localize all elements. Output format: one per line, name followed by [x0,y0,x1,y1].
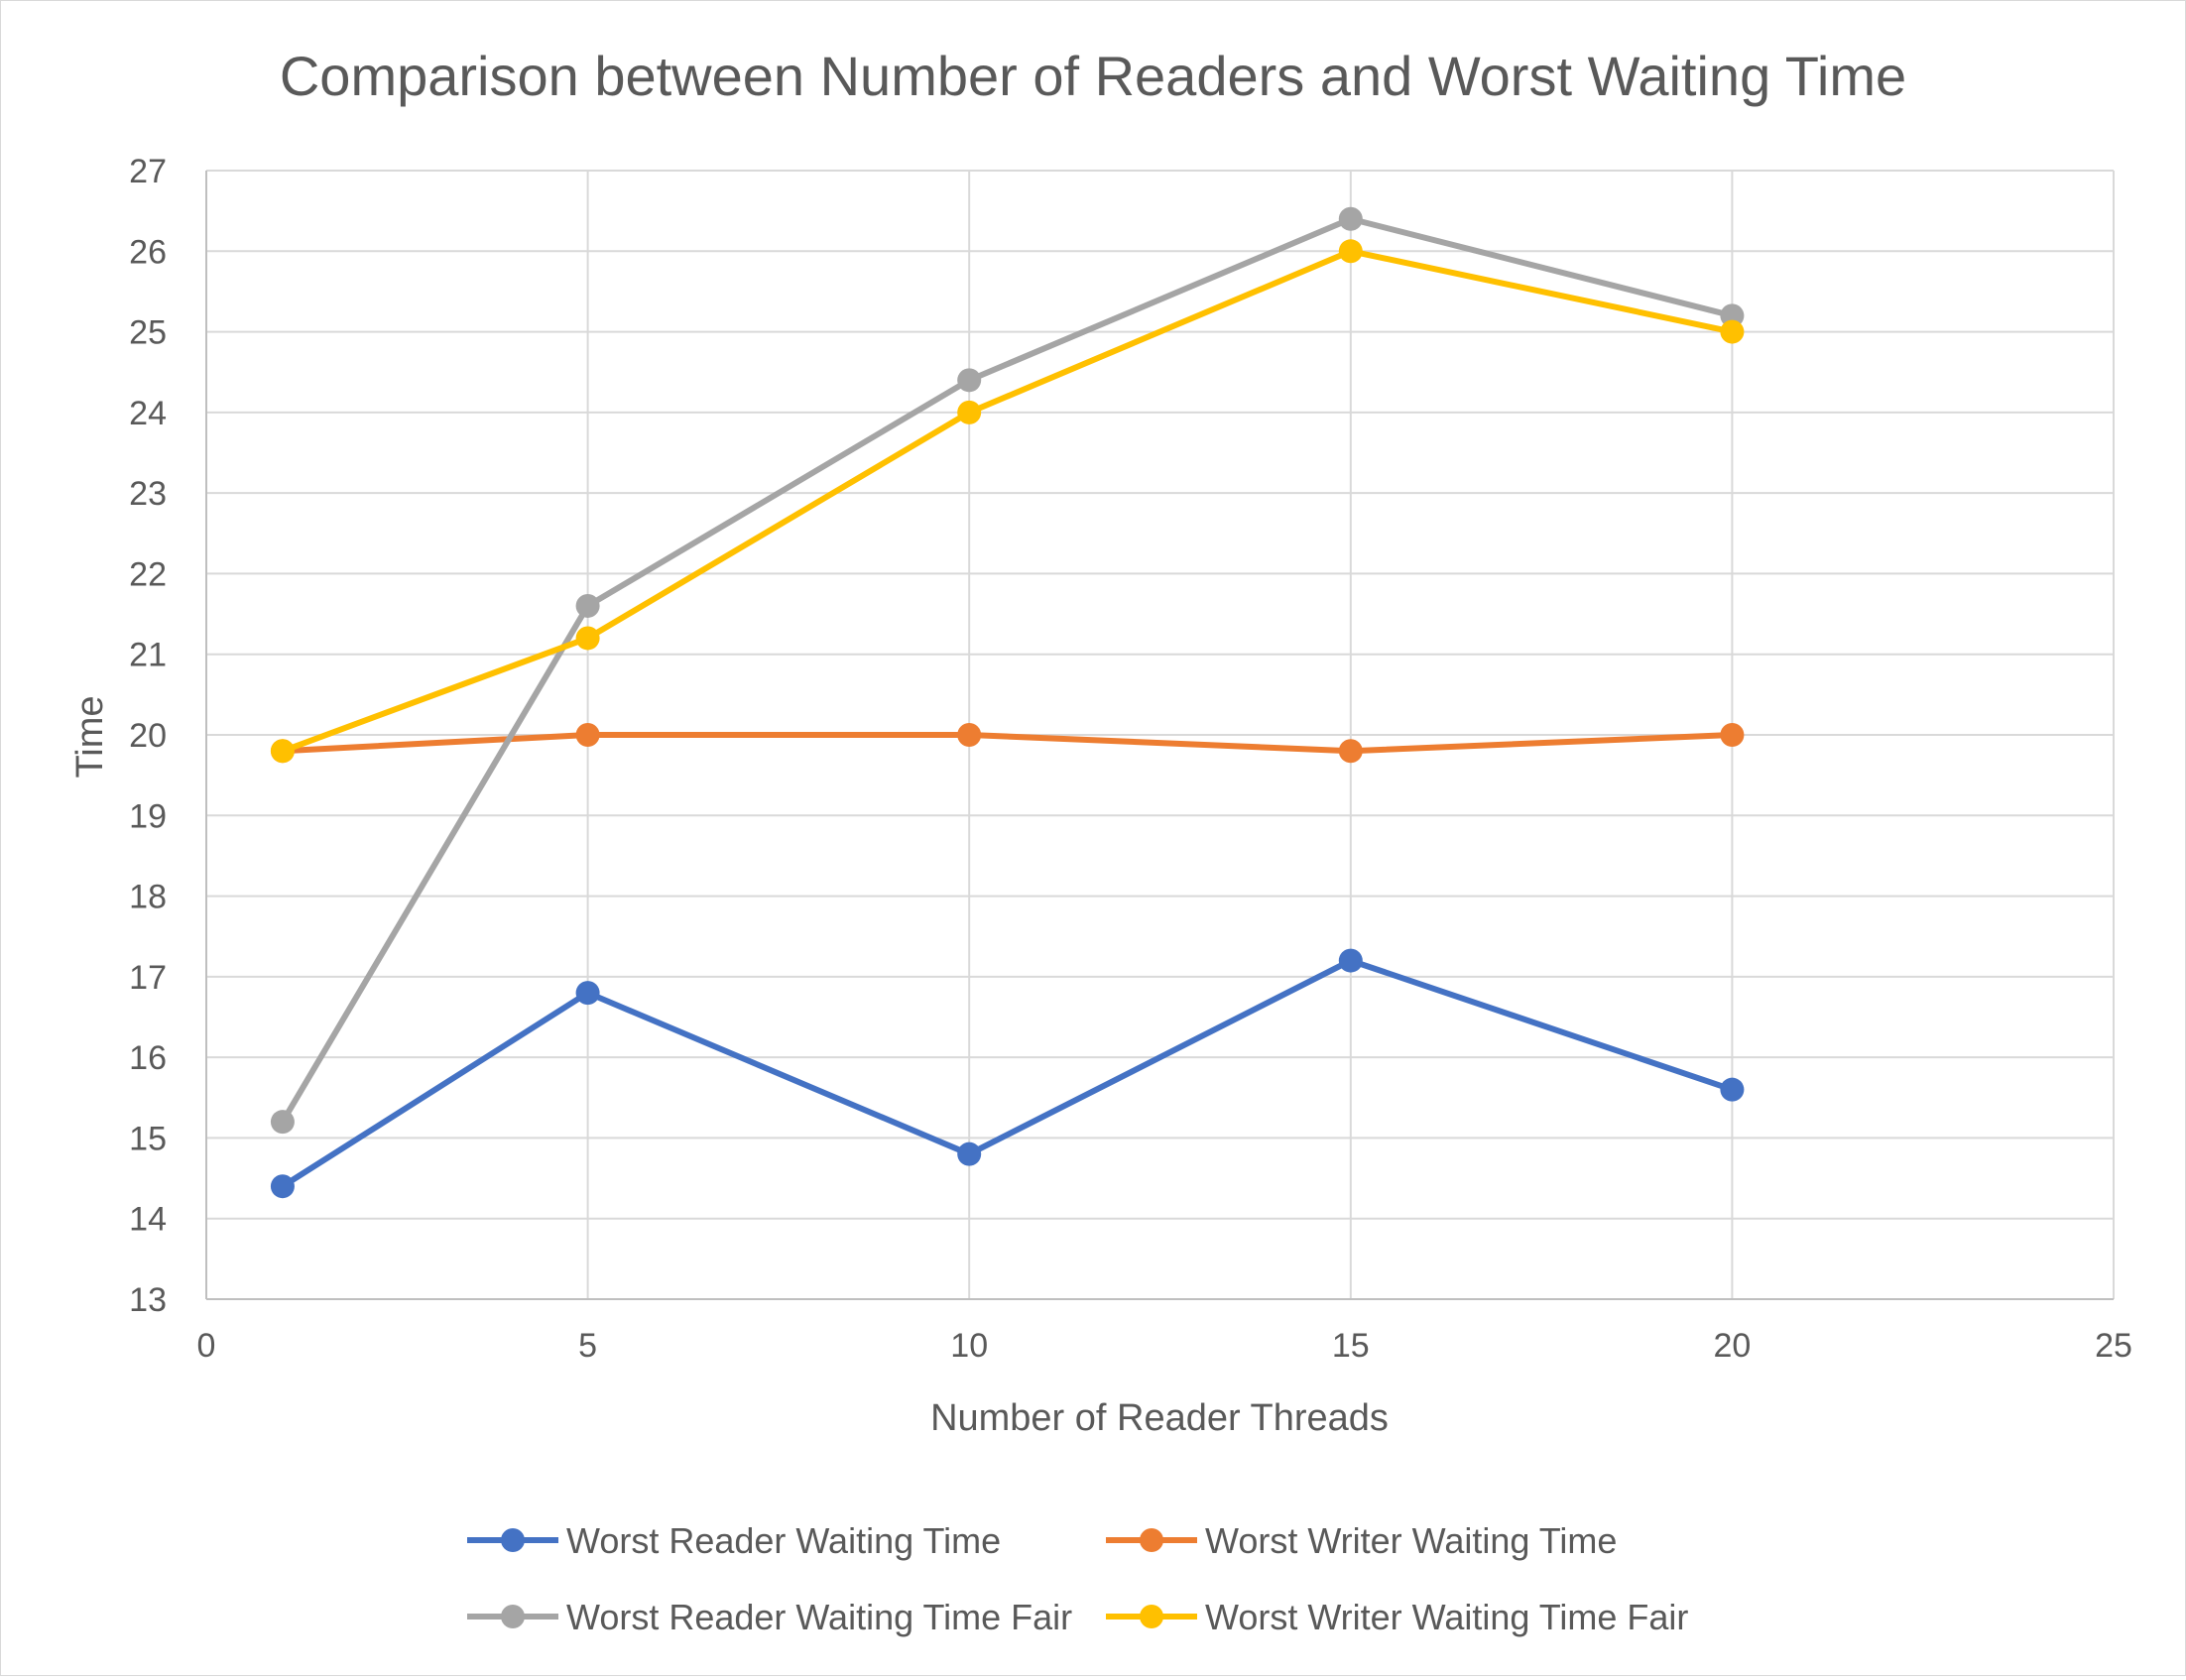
series-line [279,248,1736,755]
legend: Worst Reader Waiting Time Worst Writer Wa… [467,1520,1688,1637]
legend-swatch-marker [1140,1528,1163,1552]
x-tick-label: 15 [1332,1327,1370,1365]
data-point [270,1174,295,1199]
series-line [279,957,1736,1190]
x-tick-label: 5 [578,1327,597,1365]
x-tick-label: 0 [197,1327,216,1365]
y-tick-label: 16 [129,1039,167,1077]
x-tick-label: 20 [1713,1327,1751,1365]
y-axis-label: Time [69,695,111,778]
series-lines [270,206,1745,1199]
data-point [1720,319,1745,344]
data-point [957,1141,982,1166]
data-point [1338,948,1363,973]
data-point [1338,206,1363,231]
y-tick-label: 14 [129,1201,167,1239]
data-point [575,723,600,747]
legend-swatch-marker [1140,1605,1163,1628]
y-tick-label: 27 [129,153,167,190]
data-point [1338,239,1363,264]
series-2 [270,723,1745,764]
legend-item: Worst Reader Waiting Time [467,1520,1001,1561]
y-tick-label: 18 [129,879,167,916]
legend-item: Worst Writer Waiting Time [1106,1520,1617,1561]
legend-swatch-marker [501,1605,525,1628]
gridlines [205,170,2115,1300]
y-tick-label: 15 [129,1120,167,1157]
legend-label: Worst Writer Waiting Time [1205,1520,1617,1561]
y-tick-label: 26 [129,233,167,271]
data-point [270,1110,295,1135]
y-tick-label: 22 [129,555,167,593]
data-point [1720,1077,1745,1102]
data-point [575,626,600,651]
data-point [1720,723,1745,747]
y-tick-label: 17 [129,959,167,997]
x-tick-label: 25 [2095,1327,2132,1365]
data-point [575,981,600,1006]
legend-swatch-marker [501,1528,525,1552]
y-tick-label: 25 [129,314,167,352]
legend-label: Worst Reader Waiting Time Fair [566,1597,1072,1637]
chart-title: Comparison between Number of Readers and… [280,45,1906,107]
x-axis-label: Number of Reader Threads [930,1397,1389,1439]
y-tick-label: 13 [129,1281,167,1319]
legend-item: Worst Writer Waiting Time Fair [1106,1597,1688,1637]
series-4 [270,239,1745,764]
legend-label: Worst Reader Waiting Time [566,1520,1001,1561]
data-point [1338,739,1363,764]
y-tick-label: 23 [129,475,167,513]
tick-labels: 13 14 15 16 17 18 19 20 21 22 23 24 25 26 27 0 5 10 15 20 25 [129,153,2132,1365]
y-tick-label: 24 [129,395,167,432]
data-point [575,593,600,618]
y-tick-label: 19 [129,797,167,835]
x-tick-label: 10 [950,1327,988,1365]
data-point [957,723,982,747]
data-point [957,368,982,393]
data-point [270,739,295,764]
legend-item: Worst Reader Waiting Time Fair [467,1597,1072,1637]
legend-label: Worst Writer Waiting Time Fair [1205,1597,1688,1637]
y-tick-label: 20 [129,717,167,755]
series-1 [270,948,1745,1199]
series-3 [270,206,1745,1135]
y-tick-label: 21 [129,637,167,674]
data-point [957,400,982,424]
